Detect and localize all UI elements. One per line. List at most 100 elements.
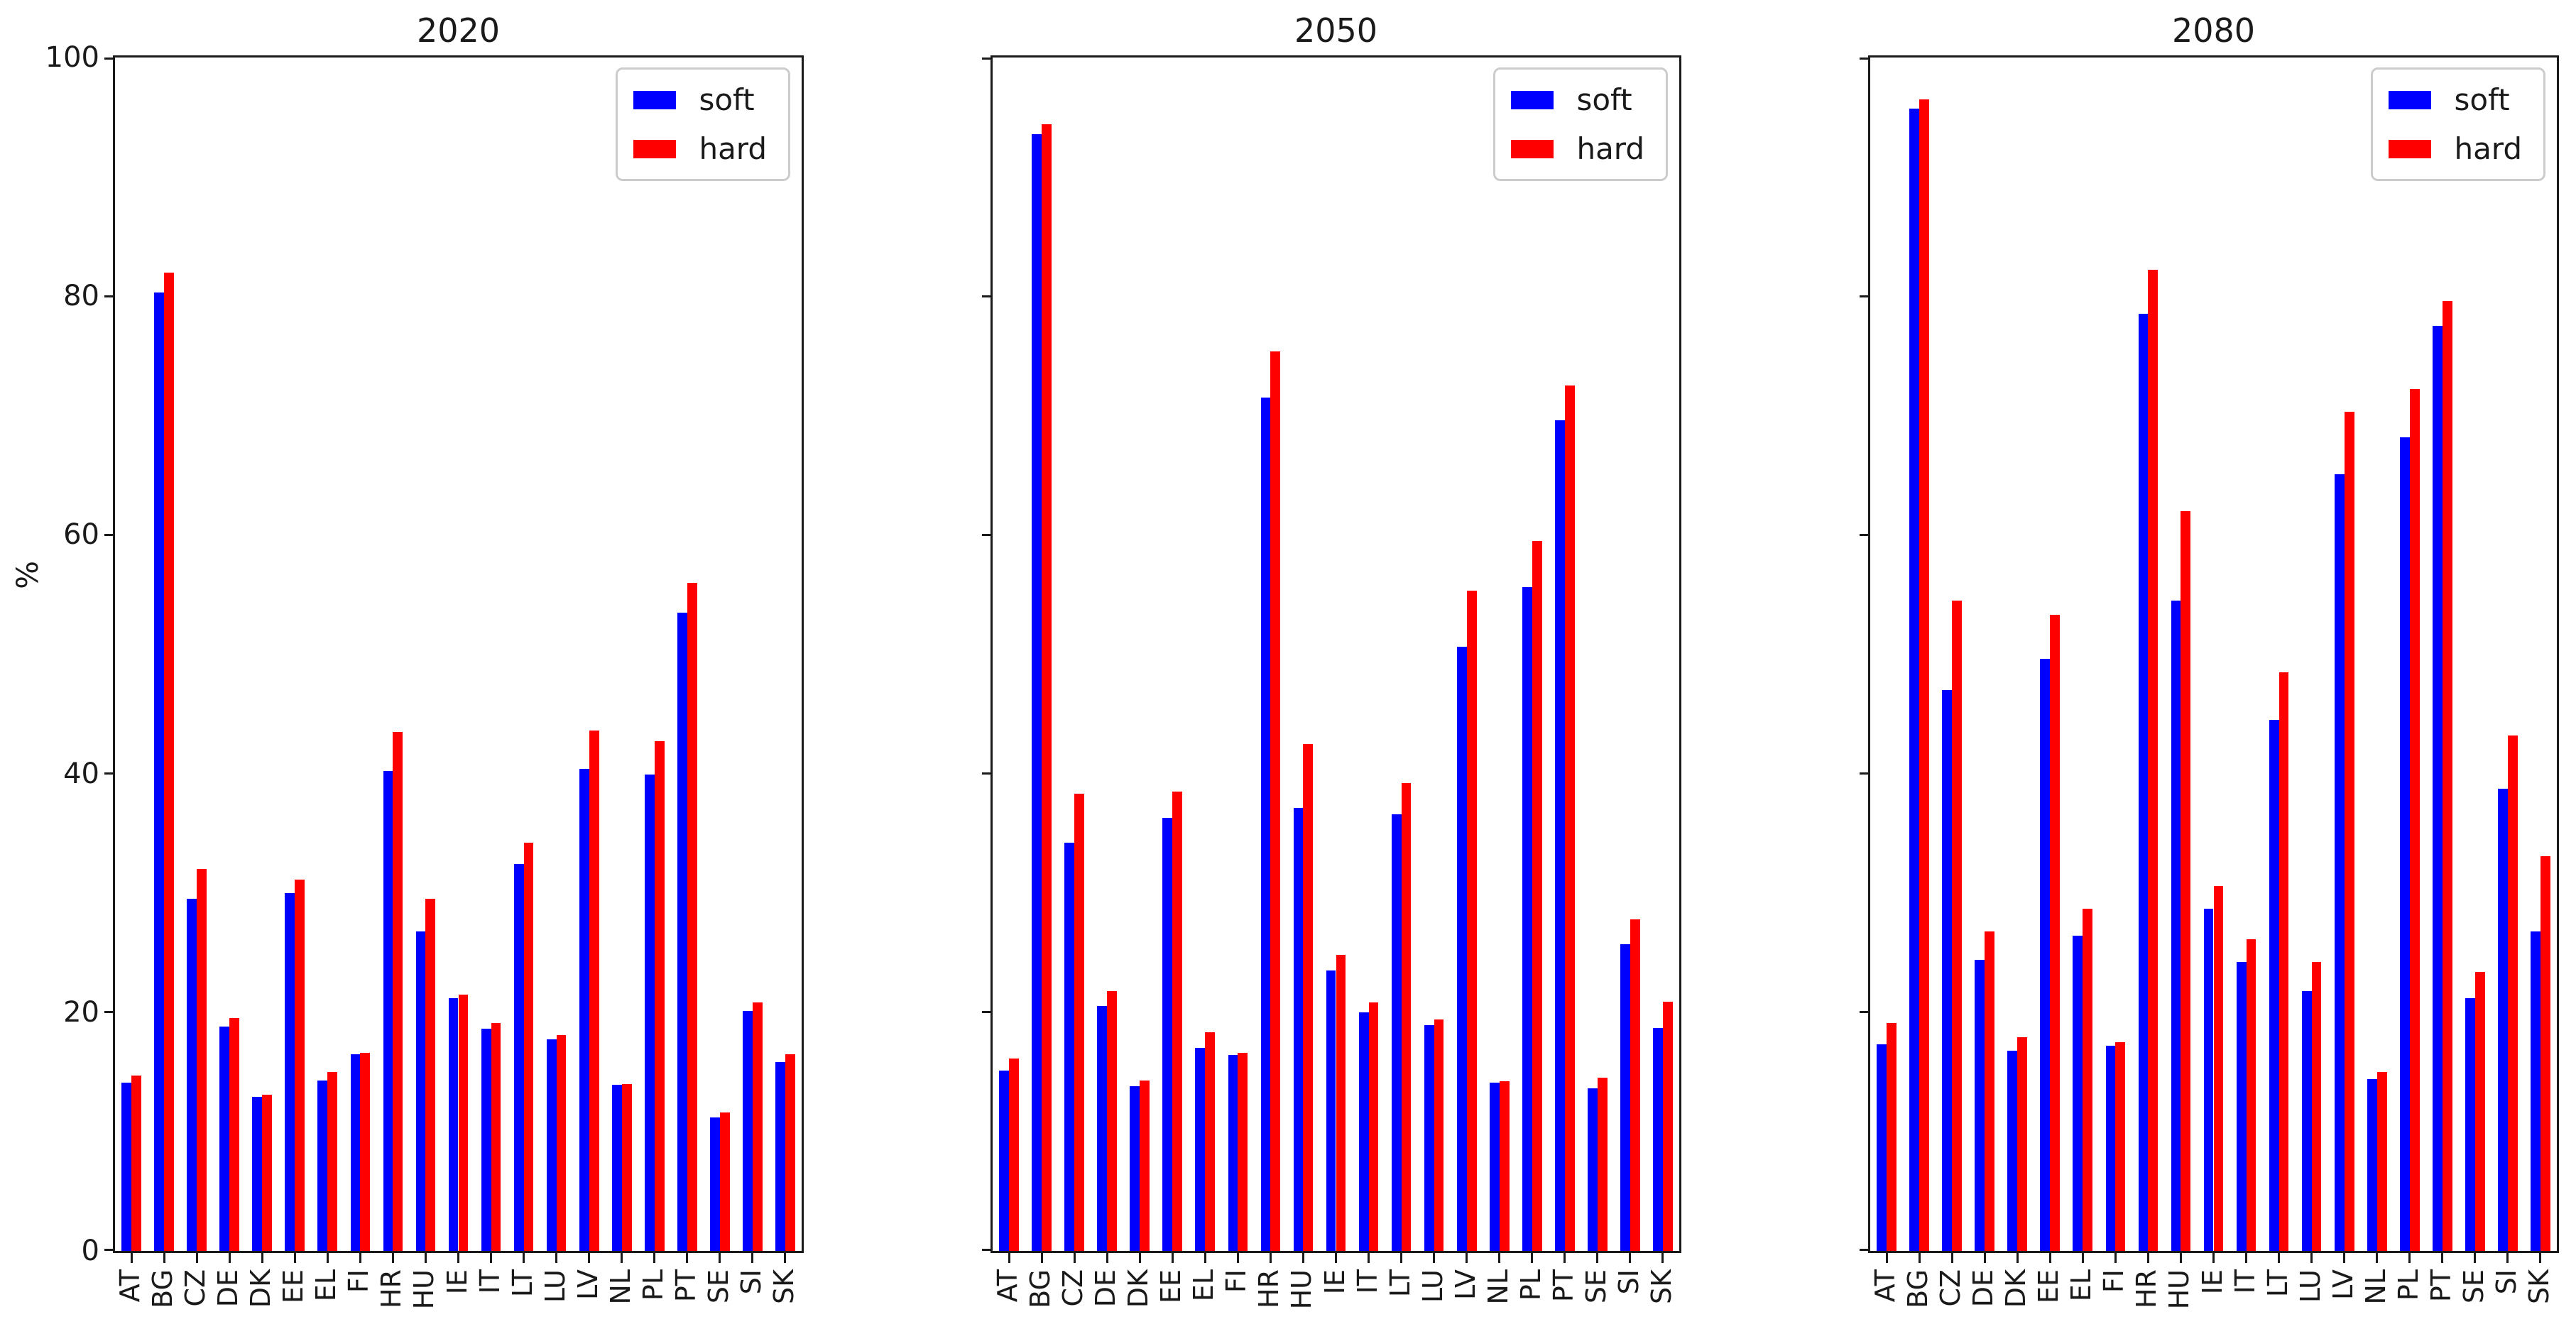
bar-hard-PL: [654, 741, 665, 1251]
y-tick-label-40: 40: [63, 757, 99, 790]
bar-soft-EE: [2040, 659, 2051, 1251]
x-tick-label-PT: PT: [670, 1269, 702, 1303]
bar-hard-HU: [1303, 743, 1314, 1251]
bar-hard-LT: [2278, 672, 2289, 1251]
subplot-2050: 2050 soft hard AT BG CZ DE DK EE EL FI HR HU IE IT L…: [982, 0, 1681, 1329]
bar-soft-CZ: [1064, 843, 1075, 1251]
x-tick-SK: [784, 1253, 787, 1263]
bar-soft-HU: [2171, 600, 2181, 1251]
x-tick-DK: [261, 1253, 263, 1263]
bar-soft-AT: [1877, 1044, 1887, 1251]
x-tick-IE: [2212, 1253, 2215, 1263]
x-tick-SI: [751, 1253, 754, 1263]
bar-soft-IE: [1326, 970, 1336, 1251]
bar-hard-EE: [295, 880, 305, 1251]
x-tick-SK: [2539, 1253, 2542, 1263]
x-tick-EL: [326, 1253, 329, 1263]
bar-soft-IT: [1358, 1012, 1369, 1251]
bar-soft-LV: [2334, 474, 2345, 1251]
x-tick-label-CZ: CZ: [1935, 1269, 1967, 1307]
x-tick-HR: [2146, 1253, 2149, 1263]
x-tick-IT: [2245, 1253, 2248, 1263]
bar-soft-BG: [154, 292, 165, 1251]
bar-hard-HR: [393, 731, 403, 1251]
x-tick-HR: [391, 1253, 394, 1263]
bar-hard-CZ: [1074, 794, 1084, 1251]
subplot-2020: 2020 soft hard 0 20 40 60 80 100 AT BG CZ DE DK EE E…: [45, 0, 804, 1329]
x-tick-BG: [163, 1253, 165, 1263]
x-tick-EE: [2048, 1253, 2051, 1263]
y-tick-40: [104, 772, 113, 775]
bar-soft-LU: [1424, 1025, 1434, 1251]
y-axis-label-text: %: [10, 561, 45, 589]
bar-soft-SI: [743, 1011, 753, 1251]
y-tick-100: [104, 58, 113, 60]
legend-entry-soft: soft: [633, 82, 767, 117]
bar-soft-HR: [383, 771, 393, 1251]
x-tick-SE: [2474, 1253, 2477, 1263]
x-tick-label-DK: DK: [245, 1269, 277, 1308]
y-tick-100: [1860, 58, 1868, 60]
x-tick-label-LU: LU: [539, 1269, 571, 1303]
legend-entry-hard: hard: [2389, 131, 2522, 166]
bar-hard-LU: [556, 1034, 567, 1251]
legend-entry-soft: soft: [1511, 82, 1644, 117]
bar-soft-DK: [1130, 1086, 1140, 1251]
bar-soft-SI: [1620, 944, 1630, 1251]
bar-soft-PL: [2399, 437, 2410, 1251]
y-tick-label-0: 0: [81, 1235, 99, 1267]
x-tick-PT: [2441, 1253, 2444, 1263]
plot-area-2050: soft hard AT BG CZ DE DK EE EL FI HR HU IE IT LT LU LV…: [982, 55, 1681, 1309]
x-tick-label-SE: SE: [2457, 1269, 2489, 1304]
bar-soft-SE: [710, 1117, 720, 1251]
legend-swatch-hard: [2389, 139, 2432, 158]
bar-hard-HU: [425, 899, 436, 1251]
bar-soft-DE: [219, 1026, 230, 1251]
bar-soft-CZ: [1942, 689, 1953, 1251]
bar-soft-BG: [1909, 109, 1920, 1251]
bar-hard-CZ: [1952, 600, 1962, 1251]
bar-hard-EL: [327, 1071, 338, 1251]
y-tick-60: [982, 533, 990, 536]
x-tick-HU: [424, 1253, 427, 1263]
bar-hard-NL: [621, 1083, 632, 1251]
bar-soft-HU: [415, 931, 426, 1251]
y-tick-60: [104, 533, 113, 536]
y-tick-20: [982, 1011, 990, 1014]
x-tick-label-HU: HU: [2163, 1269, 2195, 1310]
x-tick-label-BG: BG: [1902, 1269, 1934, 1308]
y-tick-100: [982, 58, 990, 60]
bar-hard-IE: [458, 994, 469, 1251]
bar-soft-LT: [513, 864, 524, 1251]
bar-soft-LV: [579, 768, 589, 1251]
x-tick-PL: [653, 1253, 656, 1263]
bar-soft-FI: [1228, 1055, 1238, 1251]
subplot-2080: 2080 soft hard AT BG CZ DE DK EE EL FI HR HU IE IT L…: [1860, 0, 2559, 1329]
x-tick-label-HR: HR: [1253, 1269, 1285, 1308]
bar-soft-IT: [481, 1029, 491, 1251]
bar-hard-EE: [2050, 615, 2061, 1251]
bar-hard-AT: [1887, 1022, 1896, 1251]
bar-soft-SK: [1653, 1027, 1663, 1251]
bar-hard-IT: [491, 1022, 501, 1251]
legend: soft hard: [2371, 67, 2545, 181]
bar-soft-DK: [2007, 1050, 2018, 1251]
bar-hard-DE: [229, 1018, 239, 1251]
bar-soft-NL: [611, 1085, 622, 1251]
bar-hard-LV: [589, 731, 599, 1251]
bar-soft-DK: [252, 1097, 263, 1251]
x-tick-DE: [1983, 1253, 1986, 1263]
x-tick-label-LV: LV: [572, 1269, 604, 1300]
bar-soft-HR: [2138, 314, 2149, 1251]
legend-label-soft: soft: [1576, 82, 1632, 117]
x-tick-label-NL: NL: [1482, 1269, 1514, 1305]
bar-hard-IT: [1368, 1002, 1379, 1251]
x-tick-HU: [2179, 1253, 2182, 1263]
legend: soft hard: [1493, 67, 1668, 181]
bar-soft-CZ: [187, 899, 197, 1251]
bar-soft-LT: [1391, 814, 1402, 1251]
x-tick-label-IT: IT: [1351, 1269, 1383, 1294]
x-tick-SK: [1661, 1253, 1664, 1263]
x-tick-label-FI: FI: [2098, 1269, 2130, 1294]
x-tick-label-AT: AT: [992, 1269, 1024, 1303]
